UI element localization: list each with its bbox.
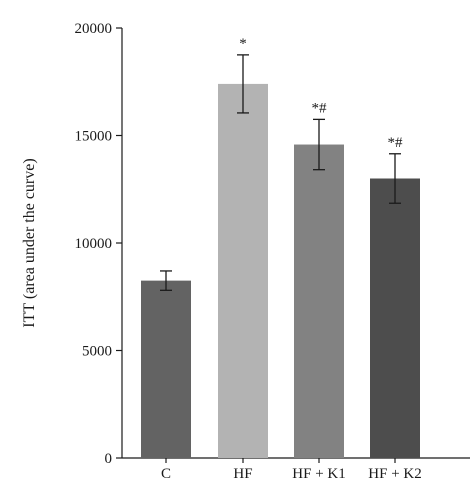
category-labels: C HF HF + K1 HF + K2 (161, 458, 422, 482)
y-axis-title: ITT (area under the curve) (21, 158, 38, 327)
bar-1 (141, 280, 191, 458)
x-tick-label: HF + K1 (292, 466, 345, 482)
x-tick-label: HF (233, 466, 252, 482)
y-ticks: 0 5000 10000 15000 20000 (75, 21, 122, 467)
y-tick-label: 0 (105, 451, 113, 467)
x-tick-label: HF + K2 (368, 466, 421, 482)
significance-annotations: * *# *# (239, 36, 403, 151)
significance-marker: * (239, 36, 247, 52)
x-tick-label: C (161, 466, 171, 482)
bar-2 (218, 83, 268, 459)
bar-4 (370, 178, 420, 458)
y-tick-label: 5000 (82, 344, 112, 360)
significance-marker: *# (388, 135, 404, 151)
bars (141, 83, 420, 459)
bar-3 (294, 144, 344, 458)
y-tick-label: 10000 (75, 236, 113, 252)
error-bars (160, 54, 401, 291)
y-tick-label: 20000 (75, 21, 113, 37)
significance-marker: *# (312, 100, 328, 116)
y-tick-label: 15000 (75, 129, 113, 145)
